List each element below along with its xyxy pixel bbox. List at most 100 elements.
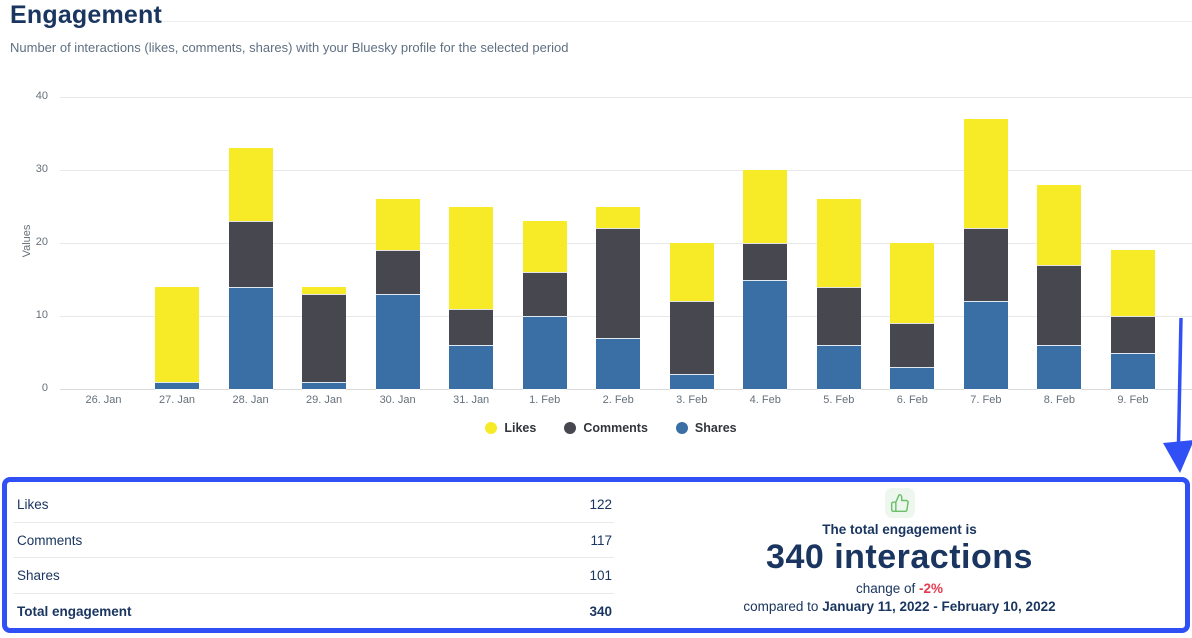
- legend-item-likes[interactable]: Likes: [485, 421, 536, 435]
- header-divider: [163, 21, 1192, 22]
- table-row-total-engagement: Total engagement 340: [13, 594, 614, 629]
- bar-segment-shares-28-jan[interactable]: [228, 286, 273, 389]
- bar-segment-likes-28-jan[interactable]: [228, 148, 273, 222]
- row-label: Comments: [17, 532, 83, 548]
- bar-segment-shares-31-jan[interactable]: [449, 345, 494, 389]
- x-axis-label: 2. Feb: [602, 394, 634, 406]
- x-axis-label: 28. Jan: [232, 394, 269, 406]
- bar-segment-likes-7-feb[interactable]: [963, 118, 1008, 229]
- x-axis-label: 3. Feb: [676, 394, 708, 406]
- bar-segment-likes-2-feb[interactable]: [596, 206, 641, 229]
- change-line: change of -2%: [856, 581, 943, 596]
- bar-segment-likes-8-feb[interactable]: [1037, 184, 1082, 265]
- legend-label: Comments: [583, 421, 648, 435]
- bar-segment-likes-5-feb[interactable]: [816, 199, 861, 287]
- bar-segment-comments-30-jan[interactable]: [375, 250, 420, 295]
- y-tick-label: 0: [41, 382, 48, 394]
- summary-highlight: The total engagement is 340 interactions…: [614, 482, 1185, 628]
- table-row-likes: Likes 122: [13, 487, 614, 523]
- bar-segment-likes-30-jan[interactable]: [375, 199, 420, 251]
- row-label: Total engagement: [17, 603, 132, 619]
- x-axis-label: 1. Feb: [529, 394, 561, 406]
- bar-segment-shares-5-feb[interactable]: [816, 345, 861, 389]
- table-row-comments: Comments 117: [13, 523, 614, 559]
- legend-dot-shares-icon: [675, 422, 688, 434]
- arrow-down-icon: [1163, 317, 1192, 473]
- row-label: Likes: [17, 496, 49, 512]
- gridline: [60, 389, 1192, 390]
- bar-segment-likes-27-jan[interactable]: [155, 286, 200, 382]
- row-value: 101: [589, 568, 612, 584]
- legend-dot-likes-icon: [485, 422, 498, 434]
- row-label: Shares: [17, 568, 60, 584]
- page-title: Engagement: [10, 1, 163, 29]
- bar-segment-comments-1-feb[interactable]: [522, 272, 567, 316]
- row-value: 117: [590, 532, 612, 548]
- x-axis-label: 26. Jan: [85, 394, 122, 406]
- compare-prefix: compared to: [743, 599, 823, 614]
- x-axis-label: 7. Feb: [970, 394, 1002, 406]
- bar-segment-comments-28-jan[interactable]: [228, 221, 273, 287]
- x-axis-label: 5. Feb: [823, 394, 855, 406]
- chart-legend: Likes Comments Shares: [30, 421, 1192, 435]
- bar-segment-likes-3-feb[interactable]: [669, 243, 714, 302]
- bar-segment-likes-9-feb[interactable]: [1110, 250, 1155, 316]
- legend-label: Likes: [504, 421, 537, 435]
- bar-segment-comments-7-feb[interactable]: [963, 228, 1008, 302]
- legend-dot-comments-icon: [564, 422, 577, 434]
- gridline: [60, 170, 1192, 171]
- bar-segment-shares-2-feb[interactable]: [596, 337, 641, 389]
- y-tick-label: 20: [35, 236, 48, 248]
- bar-segment-comments-9-feb[interactable]: [1110, 316, 1155, 353]
- x-axis-label: 30. Jan: [379, 394, 416, 406]
- summary-intro-text: The total engagement is: [822, 522, 977, 537]
- gridline: [60, 97, 1192, 98]
- bar-segment-shares-8-feb[interactable]: [1037, 345, 1082, 389]
- bar-segment-comments-31-jan[interactable]: [449, 308, 494, 346]
- bar-segment-comments-29-jan[interactable]: [302, 294, 347, 382]
- x-axis-label: 4. Feb: [749, 394, 781, 406]
- engagement-stacked-bar-chart: Values 0 10 20 30 40 26. Jan 27. Jan 28. Jan 29.…: [21, 90, 1192, 406]
- bar-segment-shares-6-feb[interactable]: [890, 367, 935, 389]
- bar-segment-likes-6-feb[interactable]: [890, 243, 935, 324]
- bar-segment-comments-4-feb[interactable]: [743, 243, 788, 280]
- y-tick-label: 40: [35, 90, 48, 102]
- bar-segment-comments-2-feb[interactable]: [596, 228, 641, 338]
- thumbs-up-icon: [884, 488, 915, 518]
- bar-segment-shares-27-jan[interactable]: [155, 381, 200, 389]
- bar-segment-comments-5-feb[interactable]: [816, 286, 861, 346]
- x-axis-label: 8. Feb: [1043, 394, 1075, 406]
- bar-segment-shares-9-feb[interactable]: [1110, 352, 1155, 389]
- legend-item-comments[interactable]: Comments: [564, 421, 648, 435]
- bar-segment-comments-6-feb[interactable]: [890, 323, 935, 368]
- x-axis-label: 27. Jan: [158, 394, 196, 406]
- change-prefix: change of: [855, 581, 920, 596]
- bar-segment-likes-4-feb[interactable]: [743, 170, 788, 243]
- bar-segment-shares-30-jan[interactable]: [375, 294, 420, 389]
- bar-segment-likes-29-jan[interactable]: [302, 286, 347, 295]
- bar-segment-comments-8-feb[interactable]: [1037, 264, 1082, 346]
- table-row-shares: Shares 101: [13, 558, 614, 595]
- change-value: -2%: [919, 581, 944, 596]
- compare-range: January 11, 2022 - February 10, 2022: [822, 599, 1056, 614]
- x-axis-label: 31. Jan: [453, 394, 490, 406]
- row-value: 122: [589, 496, 612, 512]
- bar-segment-shares-29-jan[interactable]: [302, 381, 347, 389]
- bar-segment-shares-7-feb[interactable]: [963, 301, 1008, 389]
- legend-label: Shares: [694, 421, 737, 435]
- summary-table: Likes 122 Comments 117 Shares 101 Total …: [7, 482, 614, 628]
- y-tick-label: 30: [35, 163, 48, 175]
- x-axis-label: 6. Feb: [896, 394, 928, 406]
- bar-segment-shares-4-feb[interactable]: [743, 279, 788, 389]
- y-tick-label: 10: [35, 309, 48, 321]
- bar-segment-likes-31-jan[interactable]: [449, 206, 494, 309]
- bar-segment-likes-1-feb[interactable]: [522, 221, 567, 273]
- bar-segment-comments-3-feb[interactable]: [669, 301, 714, 375]
- bar-segment-shares-1-feb[interactable]: [522, 316, 567, 389]
- page-subtitle: Number of interactions (likes, comments,…: [10, 40, 569, 55]
- legend-item-shares[interactable]: Shares: [675, 421, 737, 435]
- compare-line: compared to January 11, 2022 - February …: [743, 599, 1055, 614]
- bar-segment-shares-3-feb[interactable]: [669, 374, 714, 389]
- row-value: 340: [589, 603, 612, 619]
- engagement-summary-panel: Likes 122 Comments 117 Shares 101 Total …: [2, 477, 1190, 633]
